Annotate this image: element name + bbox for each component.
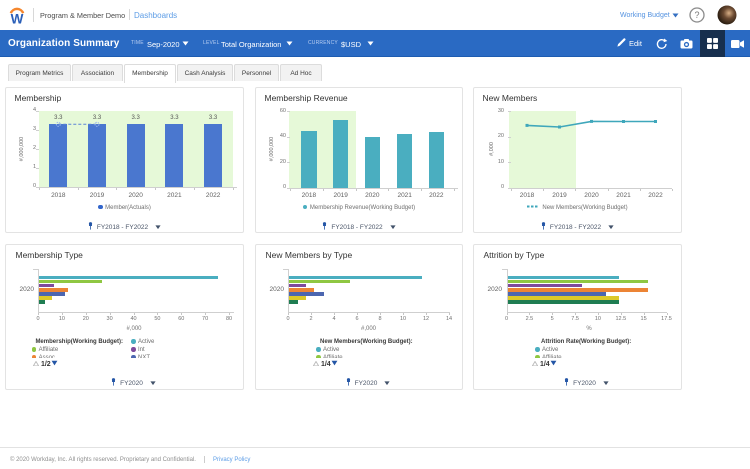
svg-text:W: W: [11, 12, 24, 26]
svg-text:?: ?: [694, 10, 699, 20]
